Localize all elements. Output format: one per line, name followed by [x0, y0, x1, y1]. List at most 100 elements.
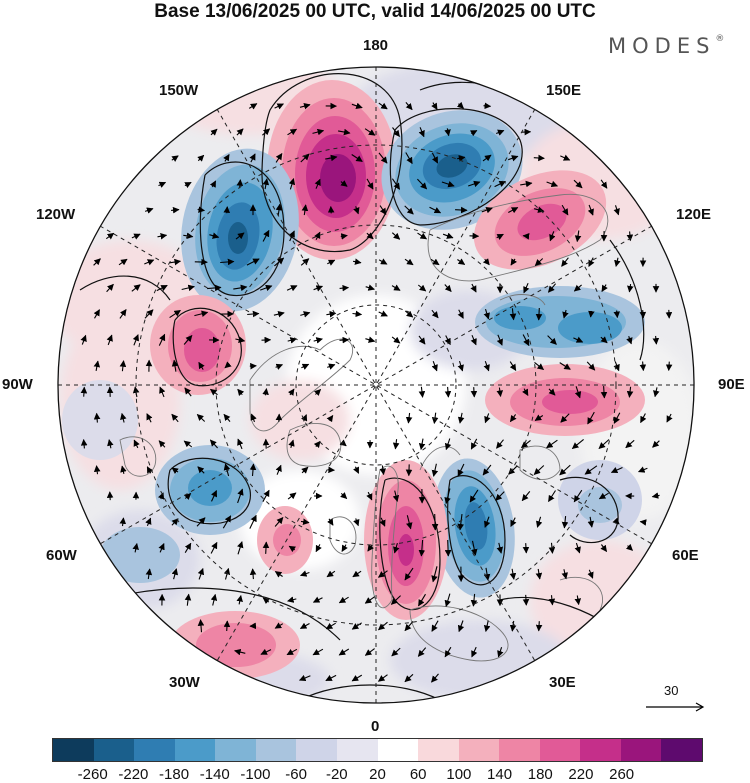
- wind-arrow: [522, 388, 529, 396]
- wind-arrow: [509, 568, 517, 580]
- wind-arrow: [120, 412, 127, 423]
- wind-arrow: [250, 413, 257, 423]
- wind-arrow: [93, 309, 100, 319]
- wind-arrow: [93, 412, 101, 423]
- wind-arrow: [287, 596, 297, 603]
- wind-arrow: [418, 593, 426, 607]
- wind-arrow: [273, 310, 285, 318]
- wind-arrow: [573, 489, 583, 503]
- wind-arrow: [405, 152, 413, 165]
- wind-arrow: [495, 491, 505, 501]
- wind-arrow: [625, 439, 635, 449]
- wind-arrow: [338, 648, 350, 656]
- wind-arrow: [183, 440, 193, 448]
- wind-arrow: [404, 567, 414, 581]
- wind-arrow: [481, 207, 493, 214]
- wind-arrow: [171, 359, 179, 372]
- wind-arrow: [184, 593, 192, 606]
- wind-arrow: [340, 233, 348, 240]
- wind-arrow: [522, 233, 530, 240]
- wind-arrow: [587, 569, 594, 579]
- wind-arrow: [444, 593, 451, 608]
- wind-arrow: [483, 620, 491, 633]
- wind-arrow: [509, 308, 517, 321]
- wind-arrow: [184, 542, 192, 553]
- wind-arrow: [198, 361, 205, 370]
- wind-arrow: [535, 516, 543, 528]
- wind-arrow: [560, 413, 570, 423]
- wind-arrow: [548, 388, 556, 396]
- wind-arrow: [431, 102, 438, 110]
- wind-arrow: [327, 259, 336, 266]
- wind-arrow: [390, 595, 401, 605]
- wind-arrow: [404, 258, 414, 266]
- wind-arrow: [431, 309, 439, 319]
- wind-arrow: [457, 514, 465, 531]
- wind-arrow: [171, 467, 179, 475]
- wind-arrow: [299, 570, 310, 577]
- wind-arrow: [301, 414, 308, 422]
- anomaly-neg-110e: [475, 286, 645, 358]
- wind-arrow: [429, 206, 442, 214]
- wind-arrow: [600, 179, 608, 189]
- brand-text: MODES: [608, 34, 716, 58]
- wind-arrow: [598, 492, 609, 500]
- wind-arrow: [197, 619, 205, 633]
- wind-arrow: [131, 284, 141, 292]
- colorbar-tick-label: -140: [199, 766, 230, 783]
- wind-arrow: [288, 177, 296, 190]
- wind-arrow: [313, 285, 324, 292]
- wind-arrow: [548, 490, 556, 503]
- wind-arrow: [548, 595, 556, 606]
- wind-arrow: [509, 620, 517, 632]
- wind-arrow: [640, 413, 647, 424]
- wind-arrow: [314, 389, 322, 396]
- wind-arrow: [627, 284, 634, 293]
- wind-arrow: [287, 492, 297, 500]
- wind-arrow: [145, 568, 153, 580]
- wind-arrow: [171, 155, 179, 162]
- wind-arrow: [337, 128, 351, 136]
- wind-arrow: [286, 648, 298, 656]
- map-boundary: [57, 66, 695, 704]
- wind-arrow: [80, 386, 88, 397]
- wind-arrow: [393, 542, 400, 554]
- wind-arrow: [534, 361, 545, 371]
- wind-arrow: [377, 674, 388, 682]
- wind-arrow: [274, 517, 284, 527]
- wind-arrow: [300, 153, 310, 163]
- polar-map: [57, 66, 695, 704]
- wind-arrow: [312, 648, 324, 656]
- wind-arrow: [353, 258, 362, 265]
- wind-arrow: [444, 539, 452, 557]
- wind-arrow: [158, 440, 166, 448]
- wind-arrow: [484, 516, 491, 528]
- wind-arrow: [211, 490, 217, 502]
- wind-arrow: [288, 545, 296, 553]
- wind-arrow: [405, 412, 413, 424]
- colorbar-tick-label: -220: [118, 766, 149, 783]
- anomaly-pos-45w: [257, 506, 313, 574]
- wind-arrow: [547, 283, 557, 293]
- wind-arrow: [406, 515, 413, 530]
- wind-arrow: [457, 360, 464, 372]
- wind-arrow: [233, 284, 248, 292]
- wind-arrow: [610, 466, 623, 474]
- colorbar-swatch: [499, 739, 540, 761]
- wind-arrow: [93, 465, 101, 475]
- coastlines: [119, 193, 609, 662]
- wind-arrow: [209, 232, 220, 239]
- wind-arrow: [146, 466, 154, 474]
- wind-arrow: [169, 258, 182, 266]
- reference-vector-value: 30: [664, 683, 679, 698]
- wind-arrow: [365, 284, 375, 291]
- wind-arrow: [444, 438, 452, 451]
- wind-arrow: [470, 438, 478, 450]
- wind-arrow: [391, 284, 401, 291]
- wind-arrow: [367, 544, 374, 552]
- wind-arrow: [131, 233, 141, 240]
- wind-arrow: [470, 334, 477, 346]
- wind-arrow: [523, 282, 530, 294]
- wind-arrow: [171, 206, 180, 214]
- wind-arrow: [418, 386, 426, 398]
